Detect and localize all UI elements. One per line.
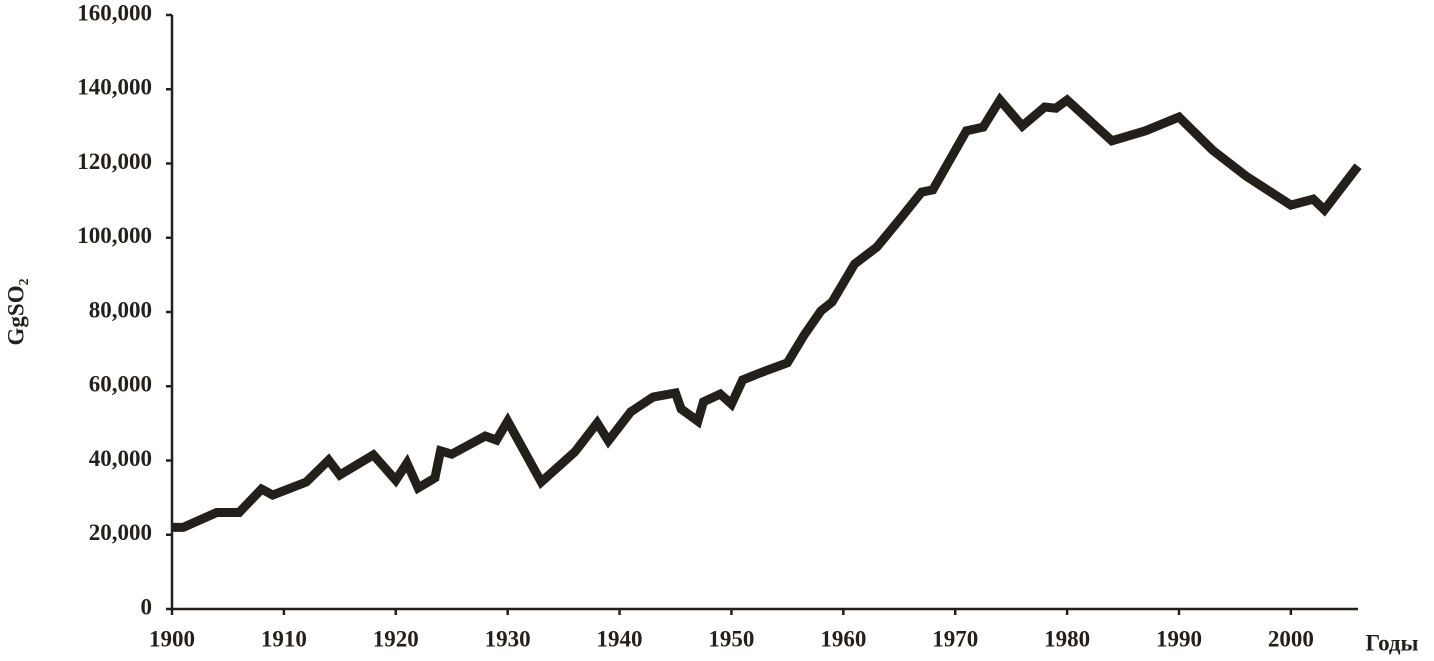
- y-tick-label: 120,000: [77, 149, 152, 174]
- x-tick-label: 1970: [932, 626, 978, 651]
- x-tick-label: 1920: [373, 626, 419, 651]
- x-tick-label: 1960: [820, 626, 866, 651]
- y-tick-label: 0: [141, 594, 153, 619]
- x-tick-label: 1990: [1156, 626, 1202, 651]
- data-line: [172, 92, 1362, 532]
- y-tick-label: 160,000: [77, 0, 152, 25]
- y-tick-label: 60,000: [89, 372, 152, 397]
- x-tick-label: 1910: [261, 626, 307, 651]
- x-axis-label: Годы: [1365, 630, 1418, 655]
- y-tick-label: 80,000: [89, 297, 152, 322]
- x-tick-label: 1950: [708, 626, 754, 651]
- x-tick-label: 2000: [1268, 626, 1314, 651]
- x-tick-label: 1900: [149, 626, 195, 651]
- y-tick-label: 20,000: [89, 520, 152, 545]
- y-axis-label: GgSO₂: [3, 278, 28, 345]
- x-tick-label: 1930: [485, 626, 531, 651]
- y-tick-label: 140,000: [77, 75, 152, 100]
- y-tick-label: 40,000: [89, 446, 152, 471]
- y-tick-label: 100,000: [77, 223, 152, 248]
- x-tick-label: 1940: [597, 626, 643, 651]
- x-tick-label: 1980: [1044, 626, 1090, 651]
